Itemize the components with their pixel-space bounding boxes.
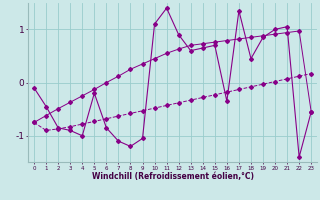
X-axis label: Windchill (Refroidissement éolien,°C): Windchill (Refroidissement éolien,°C)	[92, 172, 254, 181]
